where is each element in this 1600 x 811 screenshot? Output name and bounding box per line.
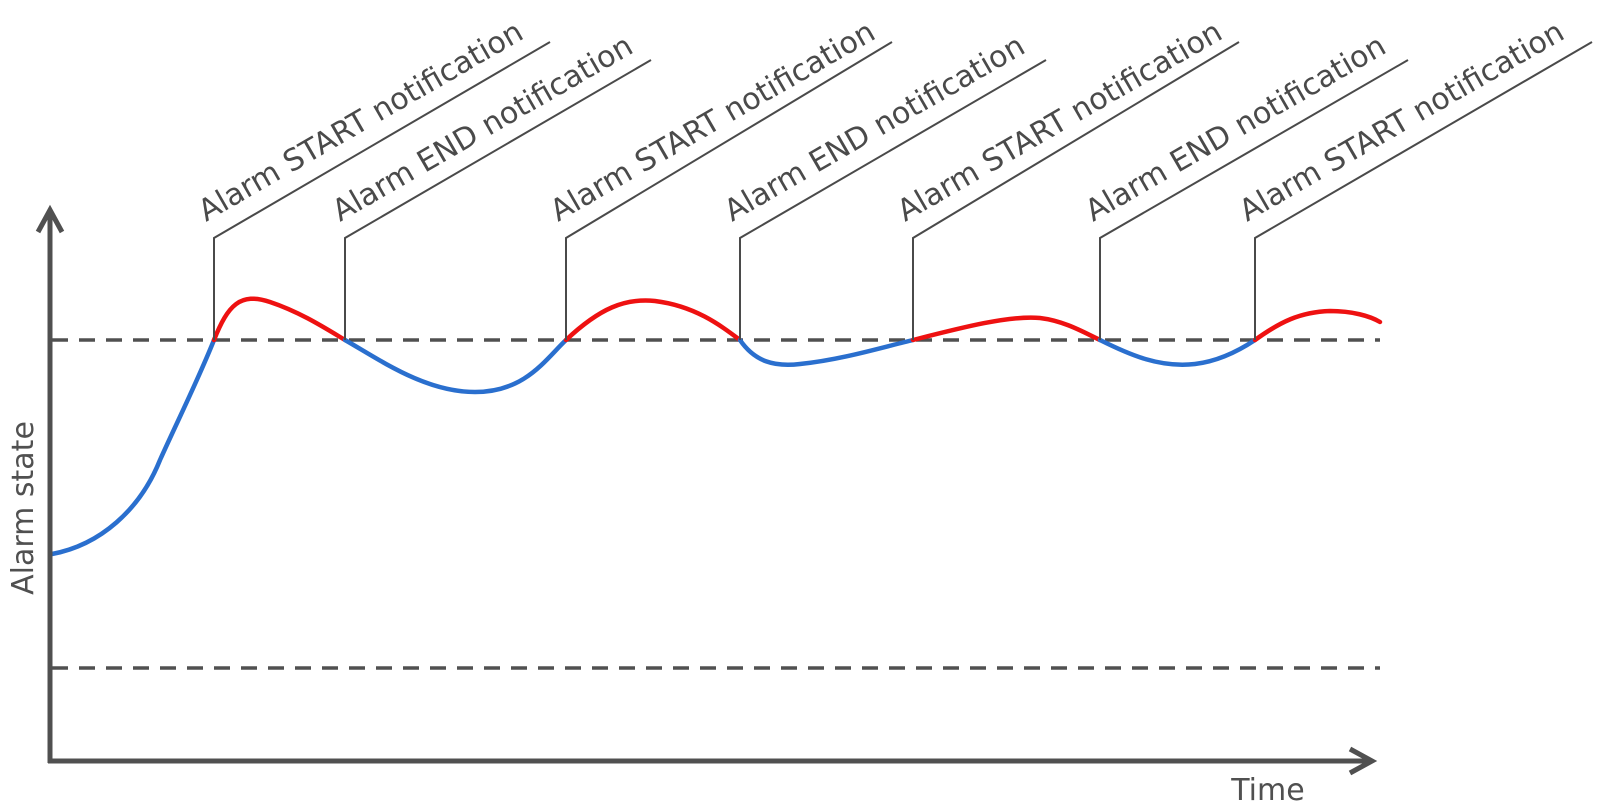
callout-leader-start — [565, 41, 893, 340]
callout-leader-end — [739, 59, 1047, 340]
callout-leader-end — [344, 59, 652, 340]
notification-labels: Alarm START notification Alarm END notif… — [193, 14, 1571, 229]
signal-segment-on — [211, 296, 348, 343]
y-axis-arrow-icon — [35, 204, 65, 234]
callout-leader-start — [912, 41, 1240, 340]
y-axis-label: Alarm state — [6, 421, 41, 595]
signal-segment-off — [1097, 337, 1258, 367]
callout-leader-end — [1099, 59, 1409, 340]
signal-segment-on — [910, 315, 1103, 343]
signal-segment-on — [1252, 308, 1383, 343]
callout-leader-start — [1254, 41, 1593, 340]
signal-curve — [49, 296, 1383, 557]
signal-segment-off — [737, 337, 916, 367]
callout-leader-start — [213, 41, 551, 340]
notification-callouts — [213, 41, 1593, 340]
signal-segment-off — [49, 337, 217, 557]
notification-label: Alarm END notification — [719, 28, 1031, 229]
x-axis-arrow-icon — [1348, 746, 1378, 776]
x-axis-label: Time — [1230, 773, 1304, 808]
signal-segment-on — [563, 298, 743, 343]
notification-label: Alarm START notification — [1234, 14, 1571, 229]
signal-segment-off — [342, 337, 569, 395]
